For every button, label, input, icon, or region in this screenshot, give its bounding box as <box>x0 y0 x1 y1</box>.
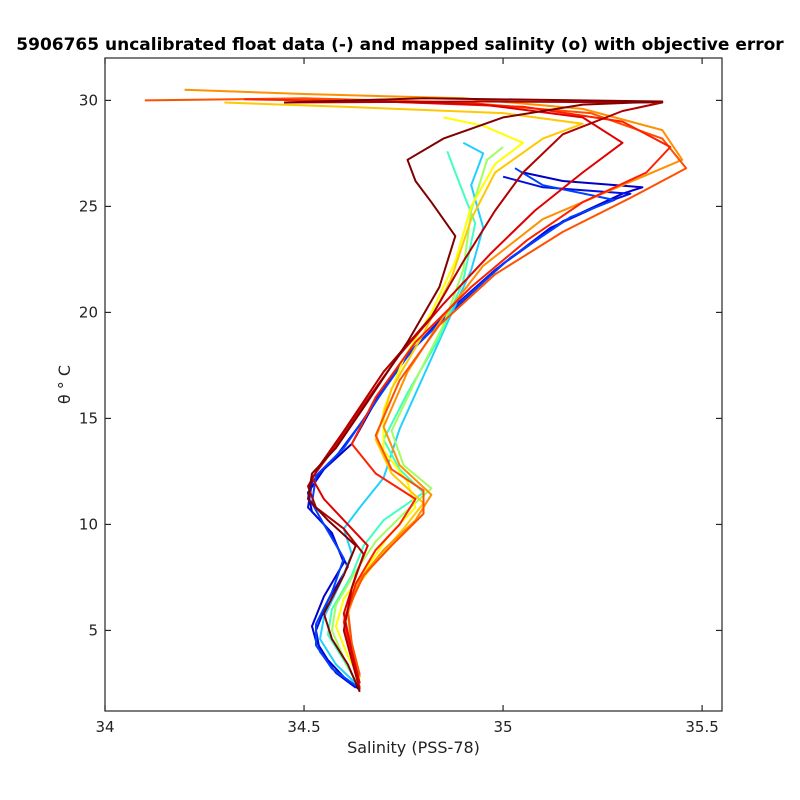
y-tick-label: 20 <box>79 303 98 321</box>
y-tick-label: 10 <box>79 515 98 533</box>
y-tick-label: 30 <box>79 91 98 109</box>
x-axis-label: Salinity (PSS-78) <box>347 738 480 757</box>
x-tick-label: 35 <box>494 718 513 736</box>
chart-title: 5906765 uncalibrated float data (-) and … <box>16 35 784 55</box>
series-line-6 <box>330 146 504 682</box>
y-tick-label: 5 <box>88 621 98 639</box>
x-tick-label: 34.5 <box>287 718 320 736</box>
series-line-13 <box>284 100 664 691</box>
series-line-3 <box>311 167 616 687</box>
series-line-7 <box>334 116 524 680</box>
tick-layer: 34 34.5 35 35.5 5 10 15 20 25 30 <box>79 58 722 736</box>
series-line-11 <box>244 98 672 688</box>
series-line-14 <box>284 97 664 693</box>
x-tick-label: 34 <box>95 718 114 736</box>
y-tick-label: 25 <box>79 197 98 215</box>
x-tick-label: 35.5 <box>685 718 718 736</box>
y-axis-label: θ ° C <box>55 365 74 404</box>
series-layer <box>144 88 688 693</box>
y-tick-label: 15 <box>79 409 98 427</box>
plot-frame <box>104 57 723 712</box>
series-line-10 <box>144 97 688 676</box>
